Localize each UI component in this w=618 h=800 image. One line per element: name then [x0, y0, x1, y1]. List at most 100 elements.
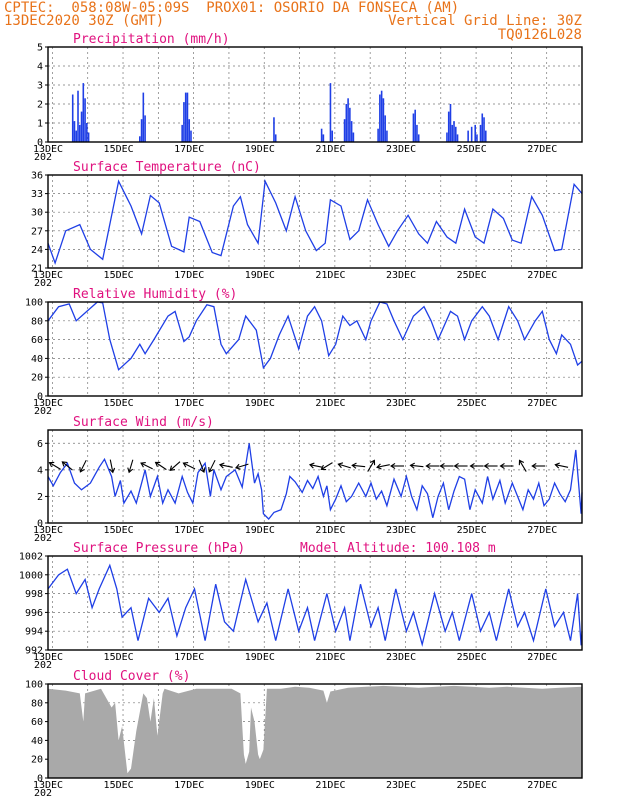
precip-bar — [349, 107, 351, 142]
precip-bar — [80, 111, 83, 142]
precip-bar — [347, 98, 349, 142]
wind-vector-head — [376, 463, 382, 470]
y-tick-label: 60 — [31, 717, 43, 728]
y-tick-label: 0 — [37, 138, 43, 149]
wind-vector-head — [140, 462, 146, 468]
wind-vector — [208, 459, 216, 473]
wind-vector — [48, 461, 61, 470]
precip-bar — [82, 83, 85, 142]
x-tick-label: 19DEC — [245, 398, 275, 409]
panel-5: 992 994 996 998 1000 1002 13DEC 15DEC 17DEC 19DEC… — [19, 541, 583, 671]
x-tick-label: 23DEC — [386, 398, 416, 409]
wind-vector-head — [518, 459, 525, 466]
wind-vector — [483, 462, 498, 470]
precip-bar — [380, 90, 383, 142]
y-tick-label: 992 — [25, 646, 43, 657]
wind-vector — [499, 462, 514, 470]
x-tick-label: 25DEC — [457, 270, 487, 281]
x-tick-label: 17DEC — [174, 144, 204, 155]
panel-frame — [47, 46, 583, 143]
y-tick-label: 24 — [31, 245, 43, 256]
wind-vector — [439, 462, 454, 470]
wind-vector-shaft — [555, 464, 569, 468]
wind-vector — [169, 461, 181, 471]
x-tick-label: 27DEC — [527, 270, 557, 281]
precip-bar — [329, 83, 332, 142]
x-tick-label: 21DEC — [315, 780, 345, 791]
y-tick-label: 2 — [37, 492, 43, 503]
wind-vector — [518, 459, 527, 472]
wind-vector-head — [61, 461, 68, 467]
precip-bar — [139, 136, 141, 142]
header-date: 13DEC2020 30Z (GMT) — [4, 13, 165, 29]
precip-bar — [384, 115, 386, 142]
precip-bar — [476, 134, 478, 142]
x-tick-label: 23DEC — [386, 270, 416, 281]
wind-vector-head — [531, 462, 537, 470]
panel-frame — [47, 429, 583, 524]
precip-bar — [386, 130, 388, 142]
x-tick-label: 23DEC — [386, 652, 416, 663]
precip-bar — [274, 134, 277, 142]
precip-bar — [331, 130, 334, 142]
wind-vector-shaft — [169, 461, 181, 471]
series-line — [47, 301, 583, 371]
wind-vector-head — [218, 462, 225, 469]
precip-bar — [184, 92, 187, 142]
precip-bar — [186, 92, 189, 142]
y-tick-label: 30 — [31, 208, 43, 219]
x-tick-label: 27DEC — [527, 398, 557, 409]
y-tick-label: 100 — [25, 680, 43, 691]
series-line — [47, 443, 583, 520]
wind-vector — [469, 462, 484, 470]
panel-title: Precipitation (mm/h) — [73, 32, 230, 47]
y-tick-label: 36 — [31, 171, 43, 182]
y-tick-label: 80 — [31, 698, 43, 709]
wind-vector-head — [182, 462, 189, 468]
x-tick-label: 17DEC — [174, 780, 204, 791]
wind-vector-shaft — [208, 459, 216, 473]
x-tick-label: 25DEC — [457, 780, 487, 791]
wind-vector-head — [234, 463, 241, 470]
wind-vector — [554, 462, 569, 469]
precip-bar — [144, 115, 146, 142]
precip-bar — [77, 90, 79, 142]
panel-frame — [47, 301, 583, 397]
wind-vector-head — [109, 467, 116, 474]
wind-vector-shaft — [309, 464, 323, 468]
x-tick-label: 13DEC — [33, 780, 63, 791]
precip-bar — [345, 104, 348, 142]
x-tick-label: 23DEC — [386, 144, 416, 155]
panel-frame — [47, 555, 583, 651]
y-tick-label: 996 — [25, 608, 43, 619]
wind-vector-shaft — [155, 461, 167, 471]
panel-title: Surface Temperature (nC) — [73, 160, 261, 175]
x-tick-label: 27DEC — [527, 780, 557, 791]
precip-bar — [78, 124, 81, 142]
y-tick-label: 20 — [31, 755, 43, 766]
precip-bar — [377, 128, 379, 142]
x-year-label: 202 — [34, 406, 52, 417]
x-tick-label: 23DEC — [386, 780, 416, 791]
y-tick-label: 20 — [31, 373, 43, 384]
x-tick-label: 19DEC — [245, 270, 275, 281]
wind-vector — [109, 459, 116, 474]
wind-vector — [198, 459, 206, 473]
x-tick-label: 23DEC — [386, 525, 416, 536]
y-tick-label: 0 — [37, 519, 43, 530]
precip-bar — [483, 117, 485, 142]
precip-bar — [75, 130, 78, 142]
precip-bar — [467, 130, 469, 142]
precip-bar — [273, 117, 275, 142]
x-tick-label: 21DEC — [315, 398, 345, 409]
precip-bar — [379, 94, 381, 142]
wind-vector-shaft — [321, 462, 333, 470]
precip-bar — [350, 121, 353, 142]
cloud-area — [48, 685, 582, 778]
x-tick-label: 17DEC — [174, 270, 204, 281]
y-tick-label: 1 — [37, 119, 43, 130]
precip-bar — [140, 119, 143, 142]
wind-vector — [337, 462, 351, 469]
panel-4: 0 2 4 6 13DEC 15DEC 17DEC 19DEC 21DEC 23DEC 25DEC 2… — [33, 415, 583, 544]
y-tick-label: 6 — [37, 439, 43, 450]
